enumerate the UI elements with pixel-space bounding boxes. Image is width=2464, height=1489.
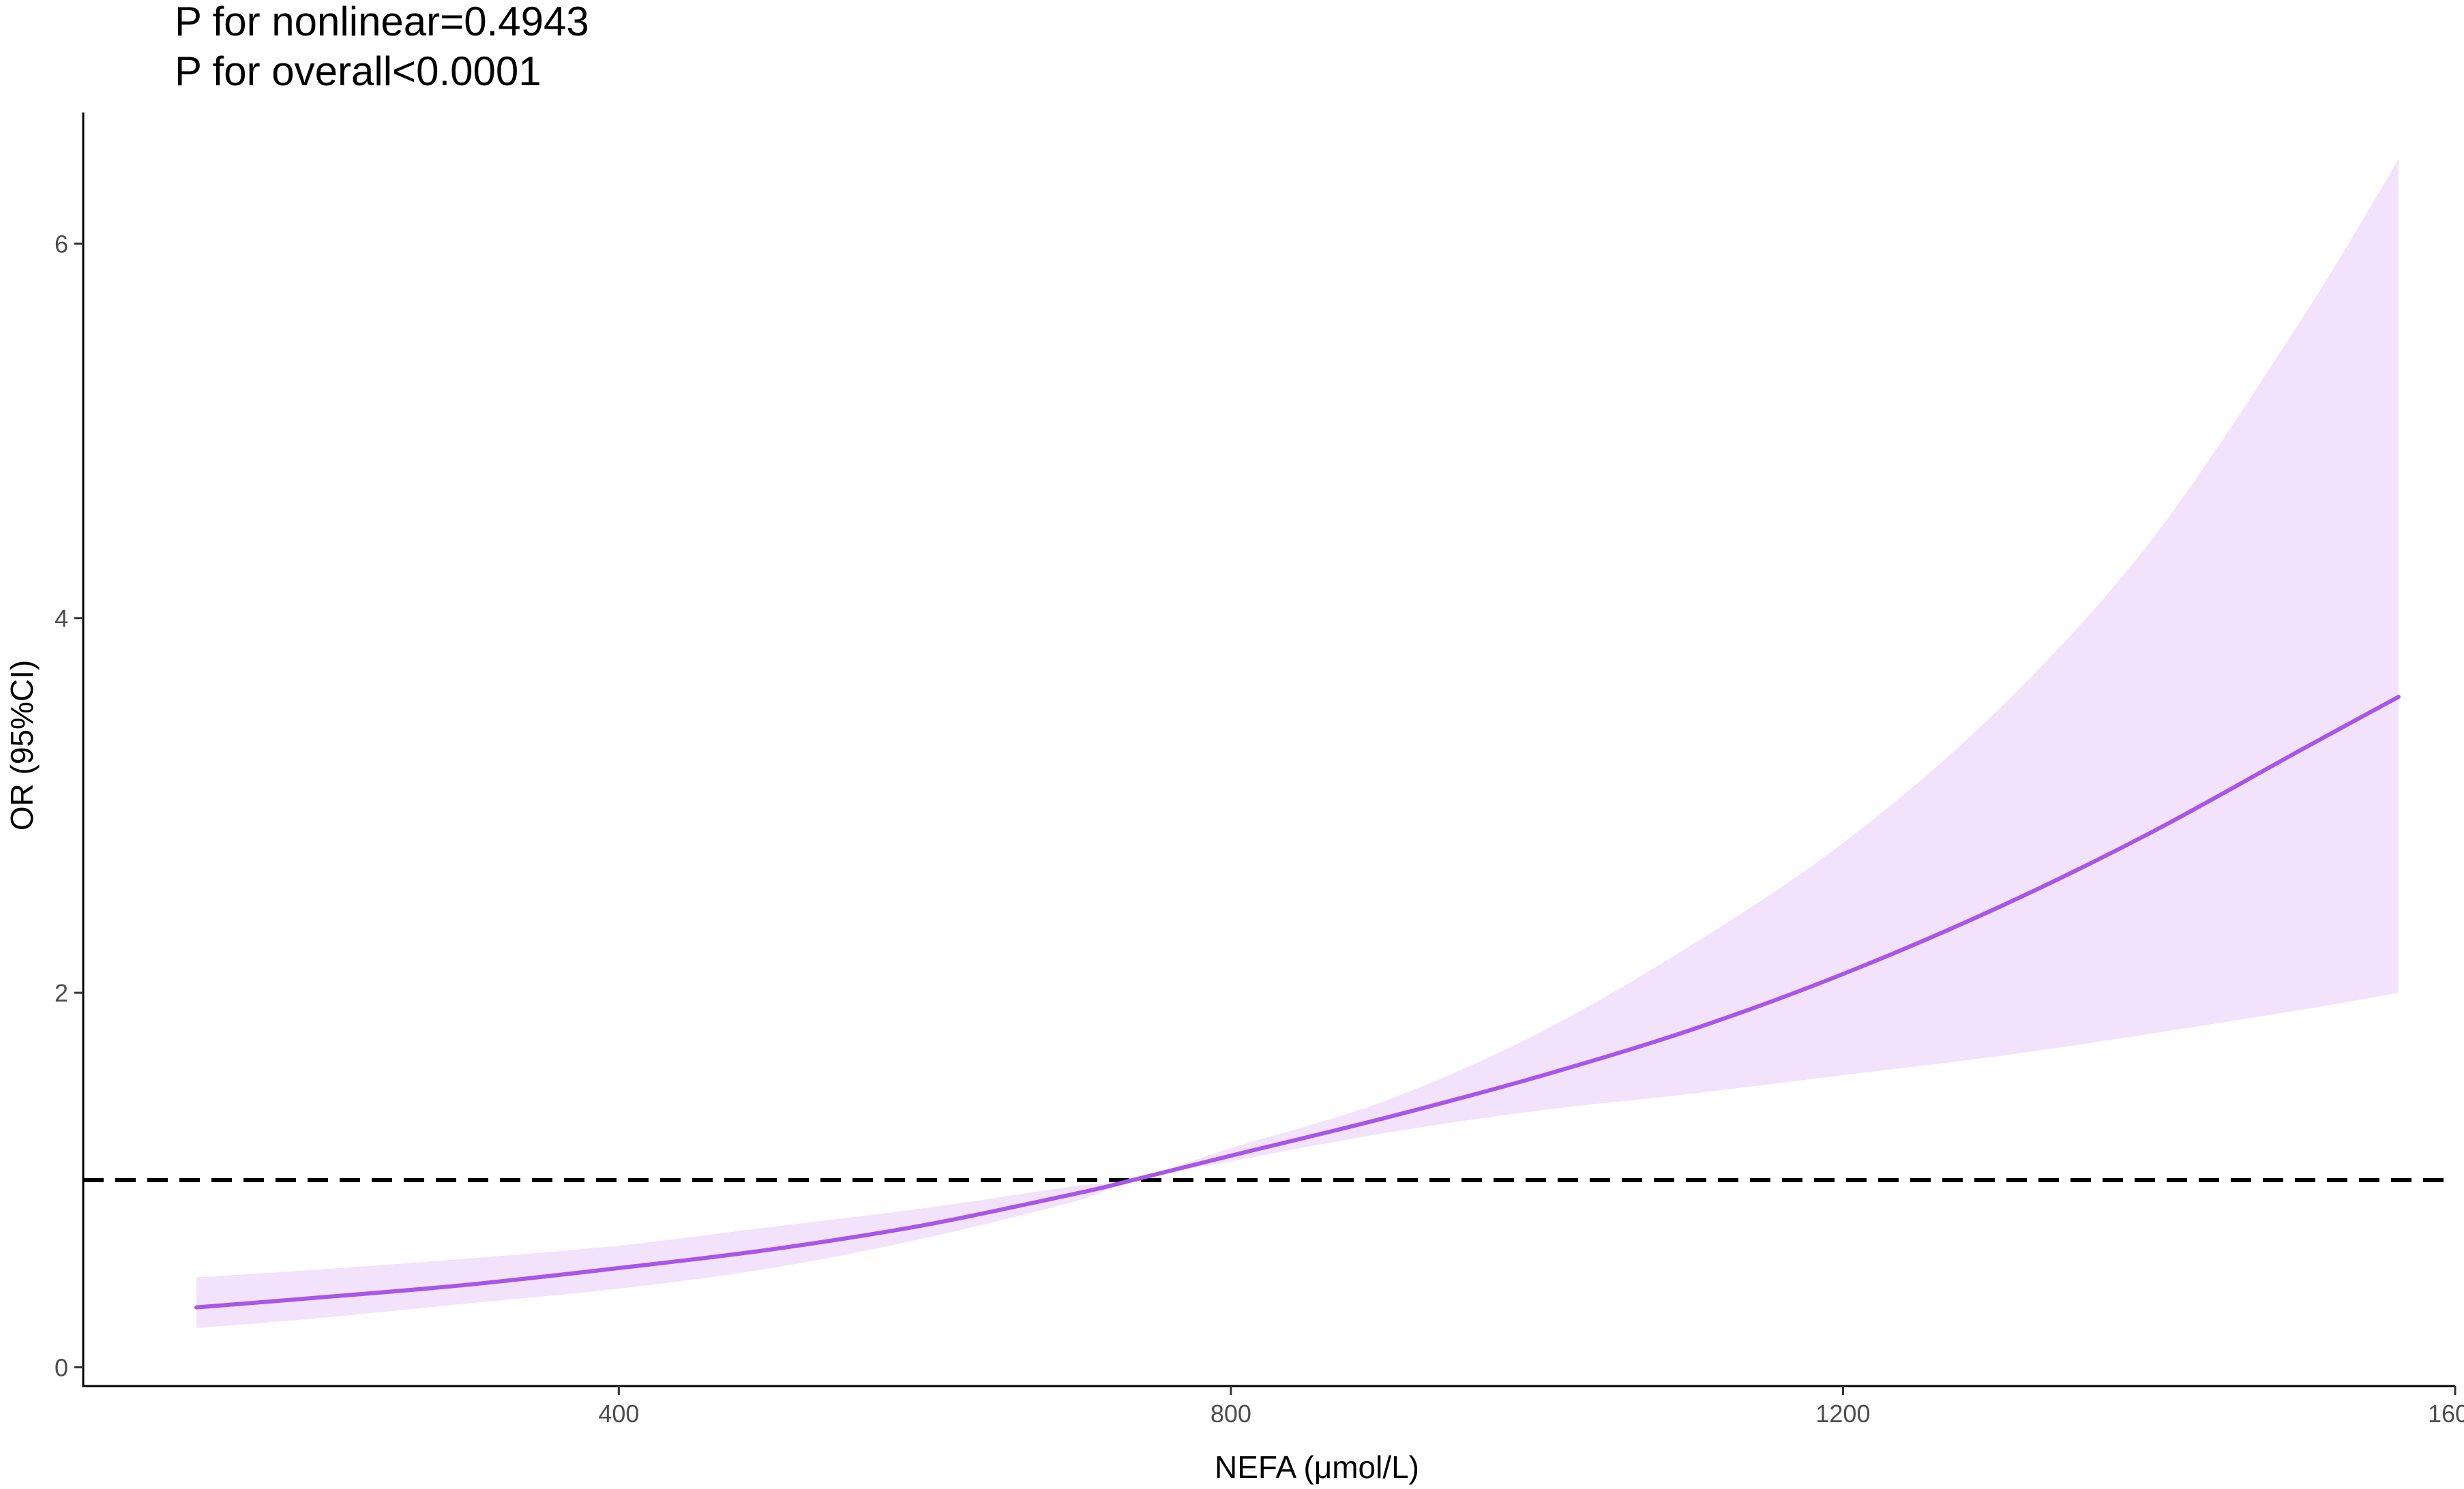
x-tick-label: 1200 — [1815, 1400, 1870, 1428]
y-axis-title: OR (95%CI) — [4, 660, 40, 830]
p-nonlinear-annotation: P for nonlinear=0.4943 — [175, 0, 589, 44]
x-tick-label: 400 — [598, 1400, 639, 1428]
or-line-layer — [194, 695, 2401, 1310]
y-tick-label: 0 — [55, 1354, 68, 1382]
p-overall-annotation: P for overall<0.0001 — [175, 48, 541, 94]
axes — [82, 112, 2455, 1387]
y-tick-label: 4 — [55, 605, 68, 633]
x-tick-label: 800 — [1211, 1400, 1251, 1428]
ci-band — [196, 159, 2399, 1328]
x-axis-title: NEFA (μmol/L) — [1215, 1449, 1419, 1485]
or-line — [194, 695, 2401, 1310]
y-tick-label: 6 — [55, 230, 68, 258]
tick-marks — [74, 242, 2456, 1395]
y-tick-label: 2 — [55, 979, 68, 1007]
ci-band-layer — [196, 159, 2399, 1328]
